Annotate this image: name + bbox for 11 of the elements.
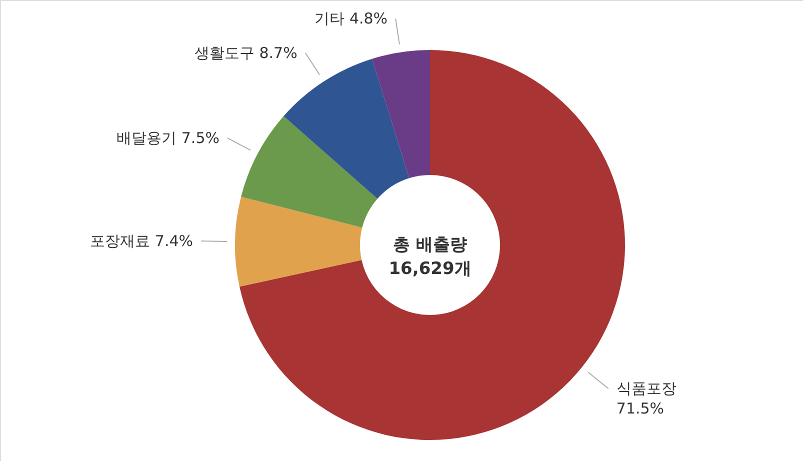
donut-slice [284,58,410,199]
slice-label: 배달용기 7.5% [116,129,220,148]
slice-label: 기타 4.8% [314,10,388,28]
donut-slice [235,196,362,287]
donut-slice [241,116,378,228]
donut-slice [372,50,430,178]
slice-label: 포장재료 7.4% [90,232,194,250]
slice-label: 생활도구 8.7% [194,44,298,62]
data-label: 71.5% [616,400,664,418]
slice-label: 식품포장 [616,380,676,398]
text: 총 배출량 16,629개 [388,235,472,279]
